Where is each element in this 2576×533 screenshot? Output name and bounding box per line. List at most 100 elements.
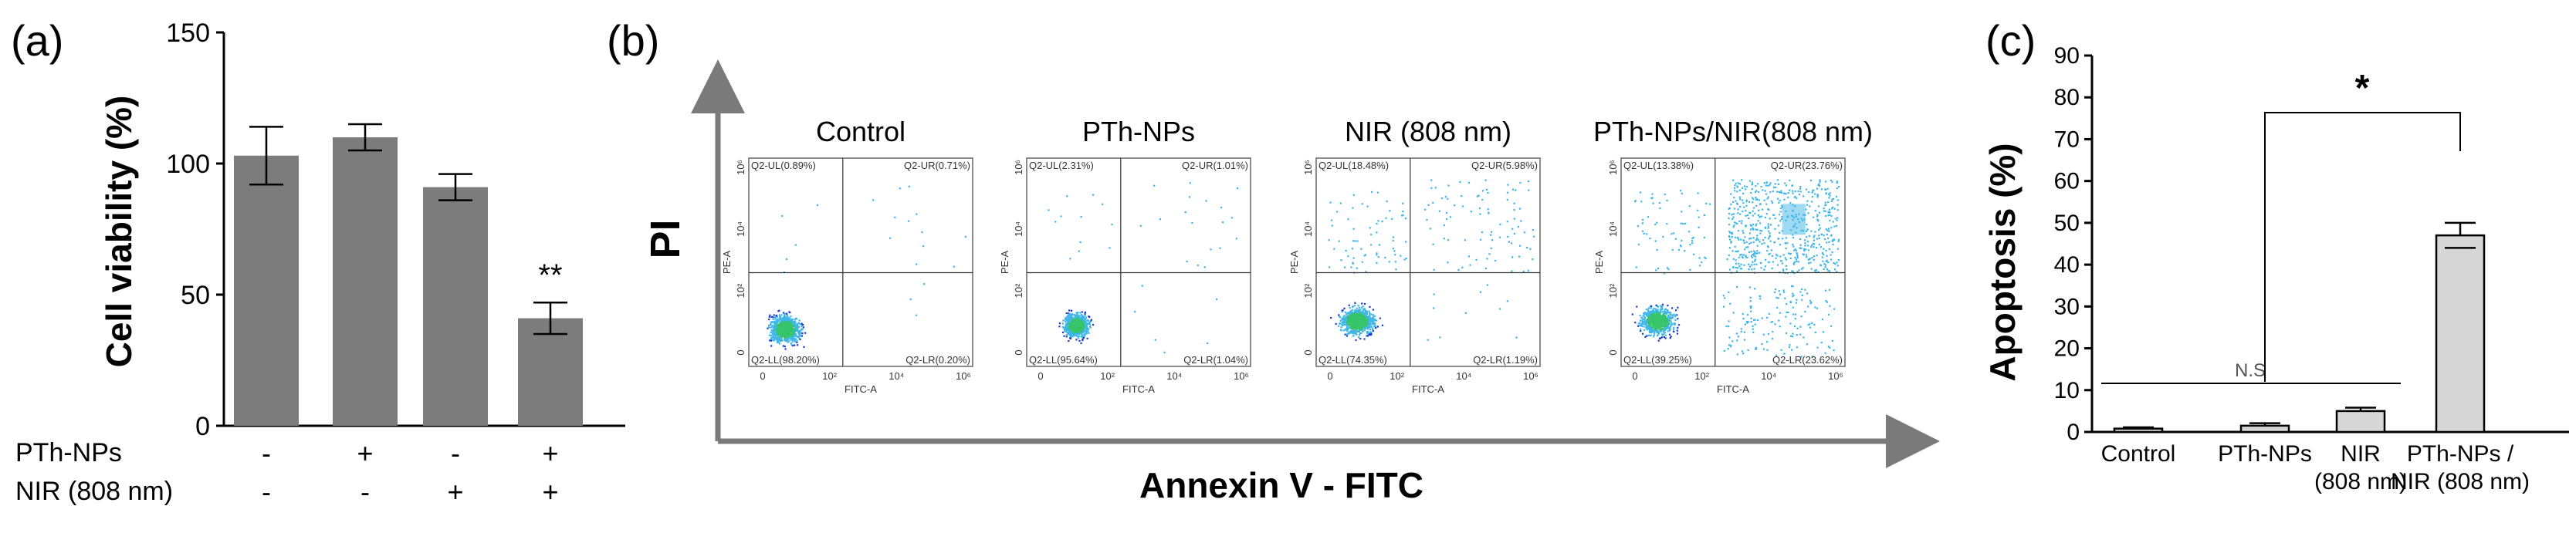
flow-event (1341, 311, 1343, 313)
flow-event (1221, 221, 1224, 224)
flow-event (1735, 259, 1737, 261)
flow-event (1663, 322, 1665, 324)
flow-event (1816, 254, 1818, 257)
flow-event (1361, 203, 1363, 205)
flow-event (1650, 317, 1652, 319)
flow-event (1381, 324, 1384, 326)
flow-event (1745, 241, 1748, 244)
flow-event (1191, 221, 1193, 224)
flow-event (1369, 319, 1372, 322)
flow-event (1068, 340, 1070, 342)
flow-event (1772, 261, 1775, 263)
flow-event (1515, 336, 1518, 339)
flow-event (1358, 310, 1360, 312)
flow-event (777, 328, 780, 330)
panel-c-xtick-label: Control (2101, 441, 2176, 467)
flow-event (1384, 256, 1386, 259)
flow-event (922, 283, 926, 285)
flow-event (1669, 312, 1671, 314)
flow-event (1816, 218, 1819, 221)
flow-event (1369, 321, 1372, 323)
flow-event (1811, 356, 1813, 358)
flow-event (1643, 312, 1646, 315)
flow-event (1478, 194, 1480, 197)
flow-event (1728, 212, 1731, 215)
flow-event (1660, 325, 1663, 327)
flow-event (1068, 326, 1071, 328)
flow-event (1083, 326, 1086, 328)
flow-event (1366, 322, 1369, 324)
flow-event (1523, 231, 1526, 234)
flow-event (1639, 314, 1641, 317)
flow-event (1527, 180, 1529, 183)
flow-event (1159, 218, 1161, 221)
flow-event (1506, 300, 1508, 302)
flow-event (1061, 326, 1064, 329)
flow-event (1807, 249, 1810, 251)
flow-event (1433, 293, 1435, 295)
flow-event (1752, 325, 1754, 327)
flow-event (1767, 184, 1769, 187)
flow-event (1794, 248, 1796, 251)
flow-event (1345, 249, 1347, 252)
flow-event (1819, 264, 1822, 266)
flow-event (1770, 249, 1773, 251)
flow-event (1764, 226, 1766, 228)
flow-event (1741, 187, 1744, 190)
flow-event (1682, 222, 1684, 225)
flow-event (1069, 336, 1071, 338)
flow-event (1348, 322, 1350, 325)
flow-event (1814, 331, 1816, 334)
flow-event (1644, 319, 1647, 322)
flow-event (1792, 245, 1795, 248)
flow-event (1484, 179, 1487, 181)
flow-event (1689, 268, 1691, 271)
flow-event (1373, 326, 1375, 328)
flow-event (1734, 184, 1736, 187)
flow-xtick: 10² (1100, 370, 1115, 382)
flow-event (1780, 207, 1782, 210)
flow-event (796, 344, 799, 346)
flow-event (784, 336, 787, 338)
flow-event (1819, 211, 1821, 214)
flow-event (1743, 339, 1746, 341)
flow-event (1773, 291, 1776, 294)
flow-event (770, 339, 773, 342)
flow-event (792, 325, 794, 327)
flow-event (1765, 213, 1769, 215)
flow-event (1805, 230, 1808, 232)
flow-event (1787, 312, 1789, 314)
flow-event (1816, 346, 1819, 349)
flow-event (1769, 184, 1771, 186)
flow-event (1663, 320, 1665, 323)
flow-event (1088, 315, 1091, 319)
flow-event (1820, 342, 1823, 344)
flow-event (1363, 314, 1366, 316)
flow-event (1745, 214, 1747, 217)
flow-event (1355, 330, 1357, 332)
flow-event (1369, 326, 1372, 329)
flow-event (1661, 315, 1664, 318)
flow-event (1761, 230, 1763, 232)
flow-event (1069, 313, 1071, 315)
flow-event (1728, 224, 1731, 226)
flow-event (1479, 213, 1481, 215)
flow-event (1821, 251, 1824, 255)
flow-event (1730, 346, 1732, 348)
flow-event (1729, 302, 1731, 305)
flow-event (1831, 339, 1833, 342)
flow-event (1373, 314, 1375, 316)
flow-event (1815, 271, 1817, 273)
flow-event (1732, 179, 1735, 181)
flow-event (1746, 322, 1748, 324)
panel-a-sign: + (357, 437, 373, 469)
flow-event (1652, 321, 1654, 323)
flow-event (1447, 239, 1450, 241)
flow-event (1342, 317, 1344, 320)
flow-event (1728, 207, 1731, 210)
flow-event (1351, 323, 1353, 326)
flow-event (770, 315, 773, 318)
flow-event (1513, 208, 1515, 211)
flow-event (1758, 209, 1760, 211)
flow-event (1836, 271, 1838, 273)
